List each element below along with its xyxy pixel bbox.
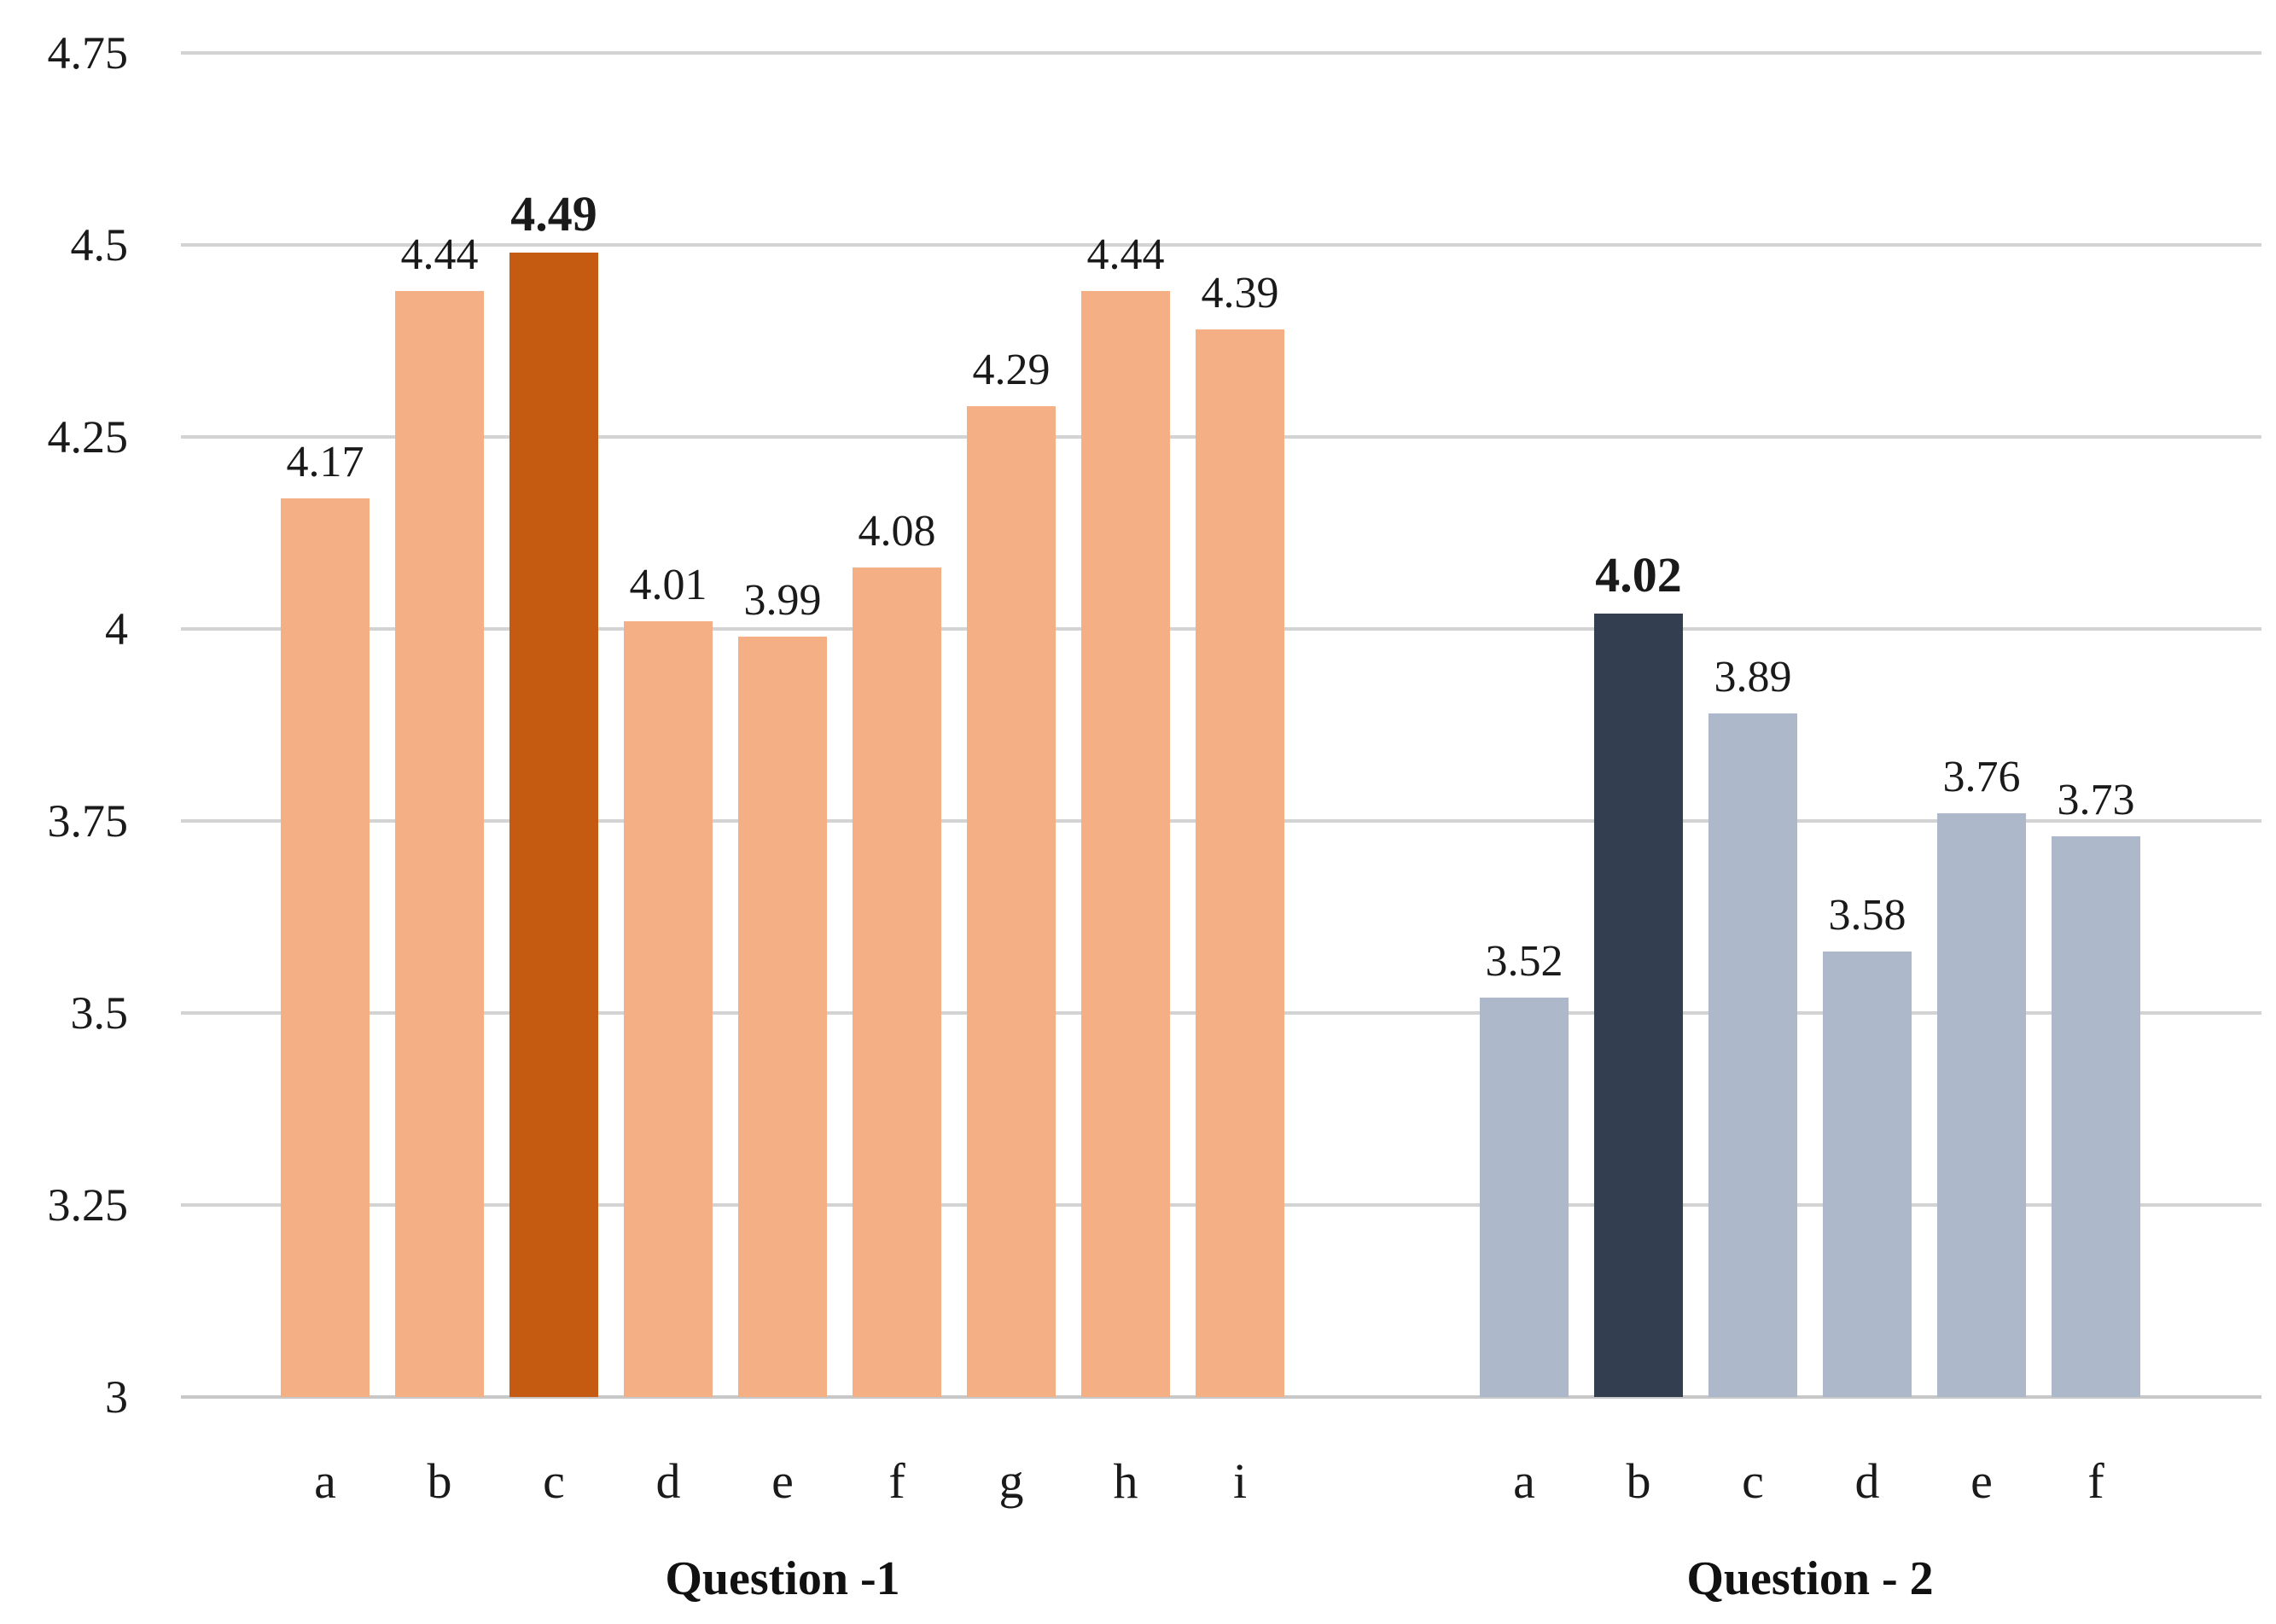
bar xyxy=(967,406,1056,1397)
bar xyxy=(1081,291,1170,1397)
bar xyxy=(509,253,598,1397)
x-tick-label: i xyxy=(1233,1453,1247,1509)
data-label: 3.99 xyxy=(744,576,822,625)
bar xyxy=(853,568,941,1397)
group-titles: Question -1 Question - 2 xyxy=(665,1552,1933,1605)
data-label: 3.52 xyxy=(1486,937,1563,986)
bar xyxy=(395,291,484,1397)
data-label: 4.29 xyxy=(973,346,1051,394)
data-label: 3.58 xyxy=(1829,891,1906,940)
bar xyxy=(1196,329,1284,1397)
data-labels: 4.17 4.44 4.49 4.01 3.99 4.08 4.29 4.44 4.39 3.52… xyxy=(287,186,2135,986)
bar xyxy=(1937,813,2026,1397)
bar xyxy=(1594,614,1683,1397)
data-label: 4.02 xyxy=(1595,547,1682,602)
data-label: 4.39 xyxy=(1202,269,1279,317)
x-tick-label: a xyxy=(314,1453,336,1509)
x-tick-label: f xyxy=(2087,1453,2104,1509)
group-title: Question - 2 xyxy=(1686,1552,1933,1605)
y-axis-tick-labels: 3 3.25 3.5 3.75 4 4.25 4.5 4.75 xyxy=(48,27,129,1423)
bar xyxy=(1708,713,1797,1397)
bars xyxy=(281,253,2140,1397)
y-tick-label: 3 xyxy=(105,1371,128,1423)
x-tick-label: c xyxy=(1742,1453,1764,1509)
x-tick-label: e xyxy=(1970,1453,1993,1509)
x-tick-label: d xyxy=(1855,1453,1880,1509)
x-tick-label: f xyxy=(888,1453,905,1509)
data-label: 3.89 xyxy=(1714,653,1792,701)
bar xyxy=(2052,836,2140,1397)
x-tick-label: b xyxy=(428,1453,452,1509)
y-tick-label: 4.75 xyxy=(48,27,129,79)
x-tick-label: e xyxy=(771,1453,794,1509)
x-tick-label: b xyxy=(1627,1453,1651,1509)
y-tick-label: 4.25 xyxy=(48,411,129,463)
bar xyxy=(1480,998,1569,1397)
bar xyxy=(738,637,827,1397)
data-label: 4.08 xyxy=(859,507,936,556)
y-tick-label: 3.5 xyxy=(71,987,129,1039)
data-label: 3.76 xyxy=(1943,753,2021,801)
x-tick-label: c xyxy=(543,1453,565,1509)
y-tick-label: 4 xyxy=(105,603,128,655)
data-label: 4.01 xyxy=(630,561,707,609)
x-tick-label: a xyxy=(1513,1453,1535,1509)
x-tick-label: d xyxy=(656,1453,681,1509)
data-label: 4.44 xyxy=(401,230,479,279)
bar xyxy=(624,621,713,1397)
data-label: 3.73 xyxy=(2058,776,2135,824)
data-label: 4.44 xyxy=(1087,230,1165,279)
data-label: 4.49 xyxy=(510,186,597,242)
data-label: 4.17 xyxy=(287,438,364,486)
x-tick-label: g xyxy=(999,1453,1024,1509)
x-tick-label: h xyxy=(1114,1453,1138,1509)
bar xyxy=(1823,952,1912,1397)
group-title: Question -1 xyxy=(665,1552,899,1605)
y-tick-label: 3.75 xyxy=(48,795,129,847)
y-tick-label: 4.5 xyxy=(71,219,129,271)
y-tick-label: 3.25 xyxy=(48,1179,129,1231)
bar xyxy=(281,498,370,1397)
